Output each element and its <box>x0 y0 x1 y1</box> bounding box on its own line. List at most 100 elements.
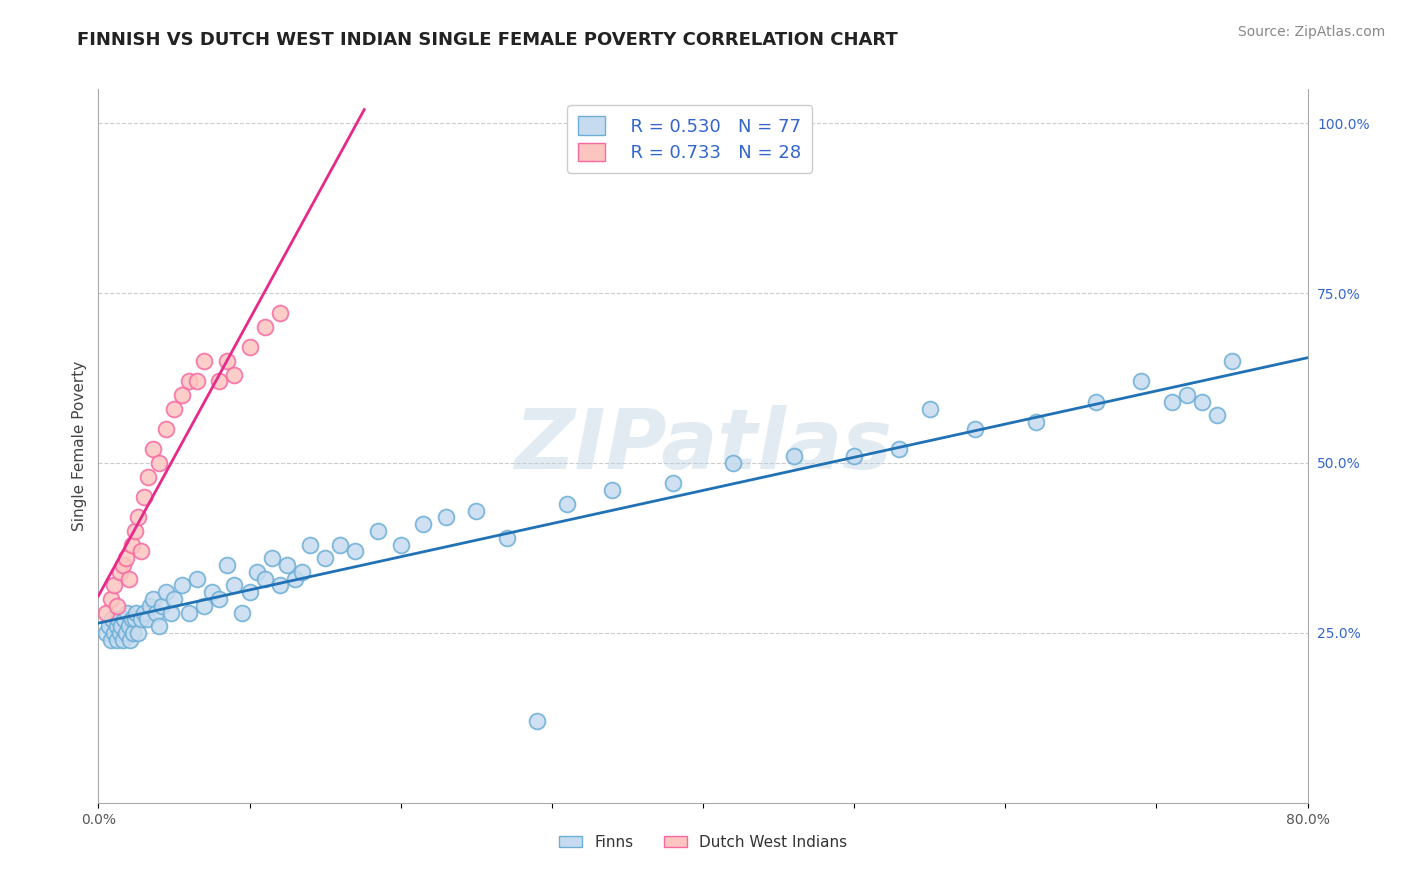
Text: ZIPatlas: ZIPatlas <box>515 406 891 486</box>
Point <box>1191 394 1213 409</box>
Point <box>412 517 434 532</box>
Point <box>1175 388 1198 402</box>
Point <box>262 551 284 566</box>
Point <box>239 341 262 355</box>
Point <box>114 626 136 640</box>
Point <box>94 606 117 620</box>
Point <box>105 619 128 633</box>
Point <box>155 422 177 436</box>
Point <box>389 537 412 551</box>
Point <box>1206 409 1229 423</box>
Point <box>120 632 142 647</box>
Point <box>124 612 146 626</box>
Point <box>107 612 129 626</box>
Point <box>132 490 155 504</box>
Text: FINNISH VS DUTCH WEST INDIAN SINGLE FEMALE POVERTY CORRELATION CHART: FINNISH VS DUTCH WEST INDIAN SINGLE FEMA… <box>77 31 898 49</box>
Point <box>186 375 208 389</box>
Point <box>160 606 183 620</box>
Point <box>186 572 208 586</box>
Point <box>1220 354 1243 368</box>
Point <box>142 591 165 606</box>
Point <box>163 401 186 416</box>
Point <box>118 572 141 586</box>
Point <box>329 537 352 551</box>
Point <box>129 612 152 626</box>
Point <box>253 320 276 334</box>
Point <box>132 606 155 620</box>
Point <box>118 619 141 633</box>
Y-axis label: Single Female Poverty: Single Female Poverty <box>72 361 87 531</box>
Point <box>1085 394 1108 409</box>
Point <box>291 565 314 579</box>
Point <box>148 456 170 470</box>
Point <box>145 606 167 620</box>
Point <box>246 565 269 579</box>
Point <box>163 591 186 606</box>
Point <box>148 619 170 633</box>
Point <box>844 449 866 463</box>
Point <box>276 558 298 572</box>
Point <box>555 497 578 511</box>
Point <box>314 551 336 566</box>
Point <box>121 537 143 551</box>
Point <box>100 632 122 647</box>
Point <box>111 558 134 572</box>
Point <box>114 551 136 566</box>
Point <box>602 483 624 498</box>
Legend: Finns, Dutch West Indians: Finns, Dutch West Indians <box>553 829 853 855</box>
Point <box>170 578 193 592</box>
Point <box>150 599 173 613</box>
Point <box>170 388 193 402</box>
Point <box>918 401 941 416</box>
Point <box>783 449 806 463</box>
Point <box>661 476 683 491</box>
Point <box>434 510 457 524</box>
Point <box>224 368 246 382</box>
Point <box>100 591 122 606</box>
Point <box>367 524 389 538</box>
Point <box>526 714 548 729</box>
Point <box>135 612 157 626</box>
Point <box>269 306 291 320</box>
Point <box>127 626 149 640</box>
Point <box>215 354 238 368</box>
Point <box>179 375 201 389</box>
Point <box>101 612 124 626</box>
Point <box>105 632 128 647</box>
Point <box>269 578 291 592</box>
Point <box>889 442 911 457</box>
Point <box>105 599 128 613</box>
Point <box>1024 415 1046 429</box>
Point <box>136 469 159 483</box>
Point <box>139 599 162 613</box>
Point <box>108 565 131 579</box>
Point <box>124 524 146 538</box>
Point <box>231 606 253 620</box>
Point <box>122 626 145 640</box>
Point <box>115 606 138 620</box>
Point <box>965 422 987 436</box>
Point <box>224 578 246 592</box>
Point <box>110 619 132 633</box>
Point <box>103 578 125 592</box>
Point <box>344 544 367 558</box>
Point <box>465 503 488 517</box>
Point <box>98 619 121 633</box>
Point <box>201 585 224 599</box>
Point <box>723 456 745 470</box>
Point <box>127 510 149 524</box>
Point <box>155 585 177 599</box>
Text: Source: ZipAtlas.com: Source: ZipAtlas.com <box>1237 25 1385 39</box>
Point <box>112 612 135 626</box>
Point <box>208 375 231 389</box>
Point <box>1160 394 1182 409</box>
Point <box>179 606 201 620</box>
Point <box>111 632 134 647</box>
Point <box>108 626 131 640</box>
Point <box>142 442 165 457</box>
Point <box>193 354 215 368</box>
Point <box>103 626 125 640</box>
Point <box>125 606 148 620</box>
Point <box>121 612 143 626</box>
Point <box>129 544 152 558</box>
